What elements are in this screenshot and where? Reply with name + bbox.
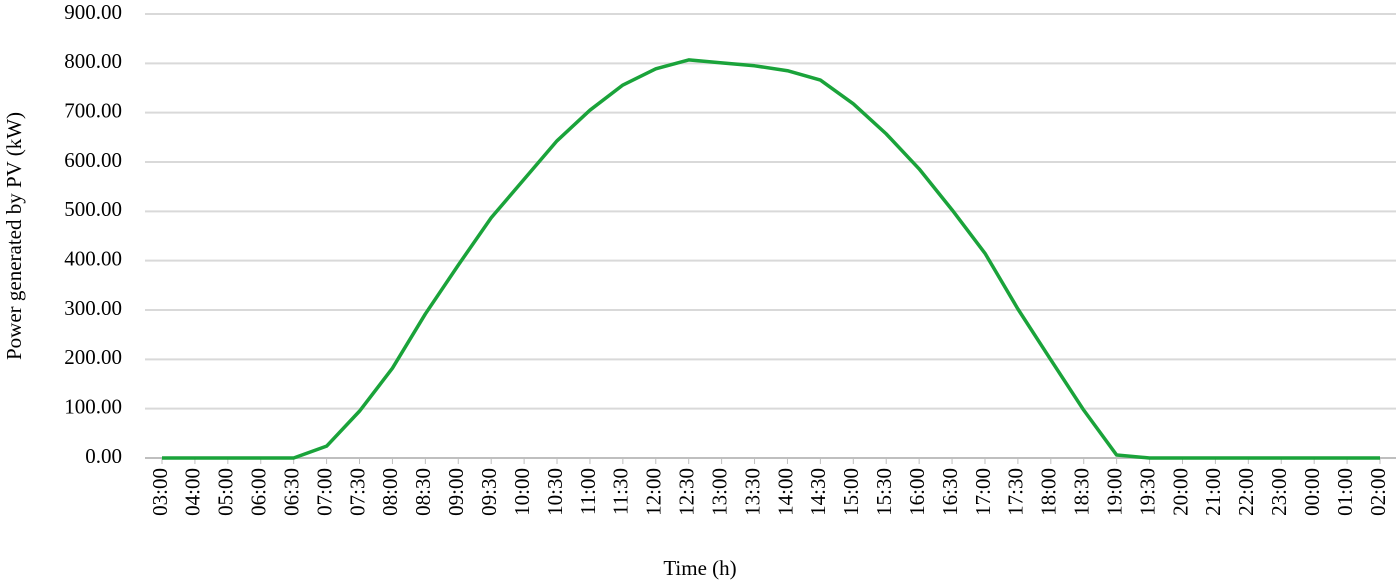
x-tick-label: 23:00 — [1267, 468, 1291, 516]
x-tick-label: 20:00 — [1168, 468, 1192, 516]
x-tick-label: 05:00 — [214, 468, 238, 516]
y-tick-label: 800.00 — [64, 49, 122, 73]
x-tick-label: 22:00 — [1234, 468, 1258, 516]
x-tick-label: 10:30 — [543, 468, 567, 516]
x-tick-label: 10:00 — [510, 468, 534, 516]
x-tick-label: 19:30 — [1135, 468, 1159, 516]
x-tick-label: 09:30 — [477, 468, 501, 516]
y-tick-label: 300.00 — [64, 296, 122, 320]
x-tick-label: 00:00 — [1300, 468, 1324, 516]
x-tick-label: 17:30 — [1004, 468, 1028, 516]
y-axis-title: Power generated by PV (kW) — [2, 112, 26, 360]
x-tick-label: 09:00 — [444, 468, 468, 516]
x-tick-label: 11:30 — [609, 468, 633, 515]
x-tick-label: 03:00 — [148, 468, 172, 516]
x-tick-label: 01:00 — [1333, 468, 1357, 516]
x-tick-label: 19:00 — [1102, 468, 1126, 516]
x-tick-label: 12:00 — [642, 468, 666, 516]
x-tick-label: 17:00 — [971, 468, 995, 516]
x-tick-label: 11:00 — [576, 468, 600, 515]
x-tick-label: 16:00 — [905, 468, 929, 516]
y-tick-label: 700.00 — [64, 98, 122, 122]
x-tick-label: 08:00 — [378, 468, 402, 516]
x-tick-label: 21:00 — [1201, 468, 1225, 516]
y-tick-label: 500.00 — [64, 197, 122, 221]
x-tick-label: 13:30 — [740, 468, 764, 516]
x-tick-label: 16:30 — [938, 468, 962, 516]
y-tick-label: 600.00 — [64, 148, 122, 172]
x-tick-label: 18:30 — [1070, 468, 1094, 516]
x-tick-label: 15:30 — [872, 468, 896, 516]
x-tick-label: 08:30 — [411, 468, 435, 516]
series-line — [162, 58, 1380, 460]
x-tick-label: 14:30 — [806, 468, 830, 516]
x-tick-label: 15:00 — [839, 468, 863, 516]
x-tick-label: 07:30 — [345, 468, 369, 516]
y-tick-label: 0.00 — [85, 444, 122, 468]
x-tick-label: 12:30 — [675, 468, 699, 516]
x-tick-label: 18:00 — [1037, 468, 1061, 516]
x-tick-label: 04:00 — [181, 468, 205, 516]
y-tick-label: 900.00 — [64, 0, 122, 24]
x-tick-label: 06:30 — [279, 468, 303, 516]
y-tick-label: 100.00 — [64, 394, 122, 418]
y-tick-label: 200.00 — [64, 345, 122, 369]
x-tick-label: 07:00 — [312, 468, 336, 516]
x-tick-label: 13:00 — [707, 468, 731, 516]
x-tick-label: 14:00 — [773, 468, 797, 516]
y-tick-label: 400.00 — [64, 246, 122, 270]
x-tick-label: 02:00 — [1366, 468, 1390, 516]
x-tick-label: 06:00 — [247, 468, 271, 516]
x-axis-title: Time (h) — [663, 556, 736, 580]
